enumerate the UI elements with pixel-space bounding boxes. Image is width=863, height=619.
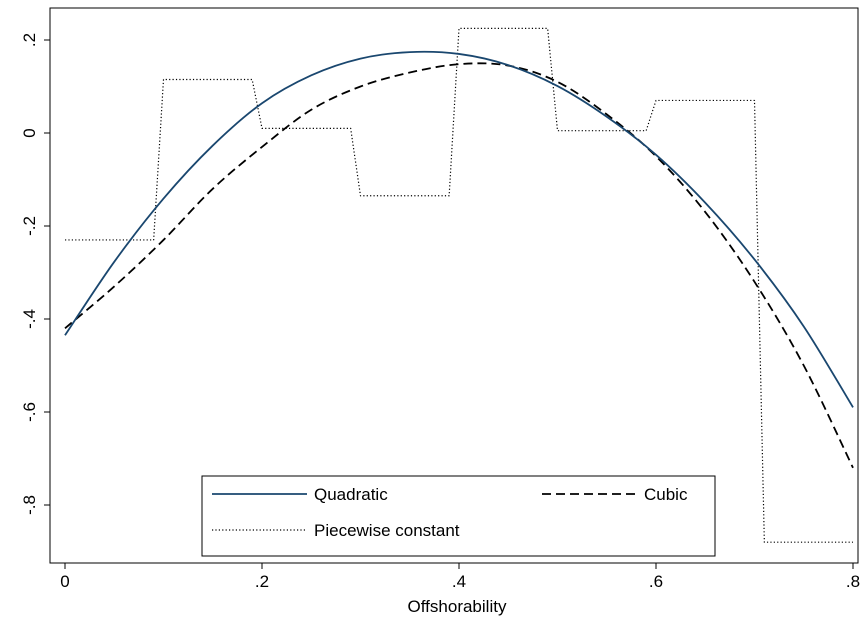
- legend-label-cubic: Cubic: [644, 485, 688, 504]
- x-tick-label: .2: [255, 572, 269, 591]
- x-axis-title: Offshorability: [408, 597, 507, 616]
- x-tick-label: .4: [452, 572, 466, 591]
- y-tick-label: .2: [20, 33, 39, 47]
- x-tick-label: .6: [649, 572, 663, 591]
- y-tick-label: -.8: [20, 495, 39, 515]
- legend: Quadratic Cubic Piecewise constant: [201, 475, 716, 557]
- series-layer: [64, 27, 854, 543]
- series-line-cubic: [64, 62, 854, 469]
- legend-label-piecewise-constant: Piecewise constant: [314, 521, 460, 540]
- y-tick-label: -.6: [20, 402, 39, 422]
- legend-label-quadratic: Quadratic: [314, 485, 388, 504]
- y-tick-label: -.2: [20, 216, 39, 236]
- x-tick-label: 0: [60, 572, 69, 591]
- x-tick-label: .8: [846, 572, 860, 591]
- series-line-quadratic: [64, 50, 854, 408]
- axes-layer: 0 .2 .4 .6 .8 -.8 -.6 -.4 -.2 0 .2: [20, 33, 860, 591]
- y-tick-label: -.4: [20, 309, 39, 329]
- y-tick-label: 0: [20, 128, 39, 137]
- legend-box: [201, 475, 716, 557]
